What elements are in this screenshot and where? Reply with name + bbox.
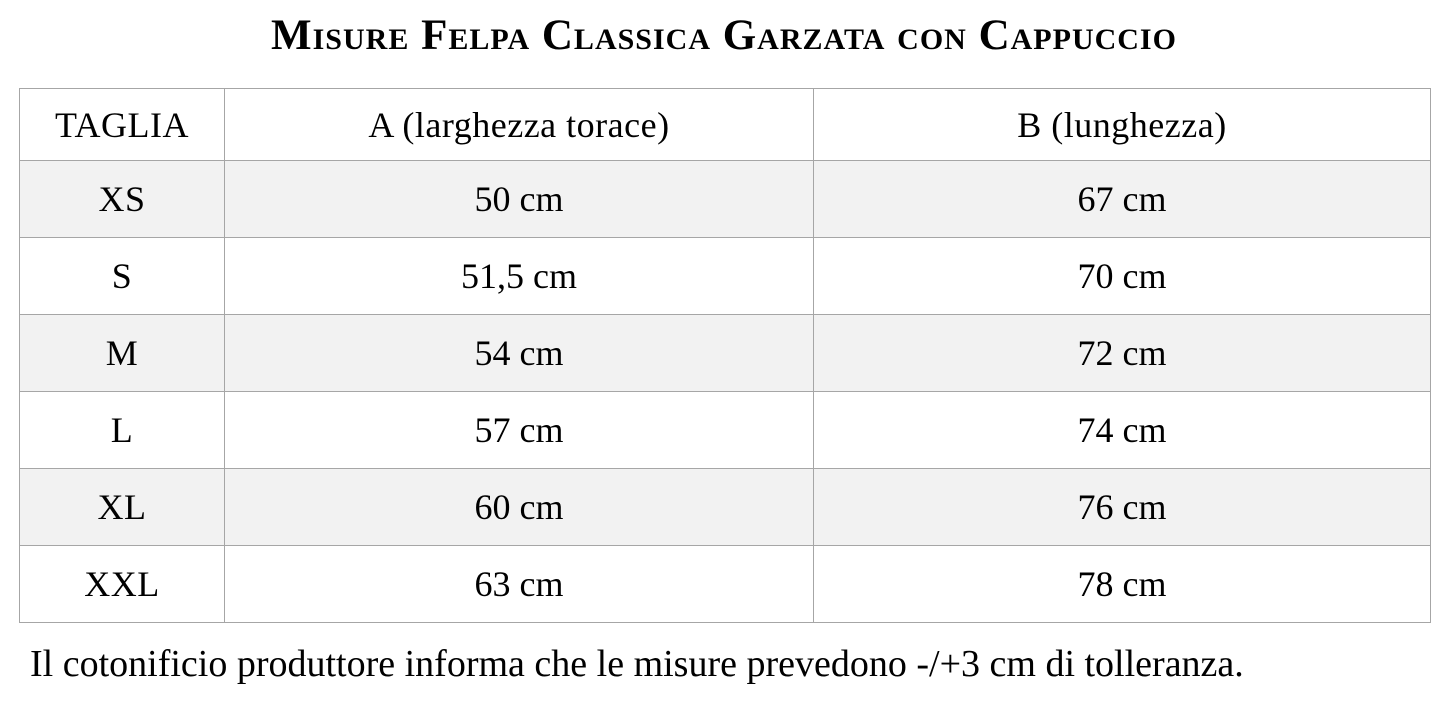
chest-width-value: 51,5 cm — [224, 237, 814, 315]
table-row-xl: XL 60 cm 76 cm — [19, 468, 1431, 546]
size-label: S — [19, 237, 225, 315]
tolerance-note: Il cotonificio produttore informa che le… — [30, 643, 1244, 685]
length-value: 67 cm — [813, 160, 1431, 238]
column-header-taglia: TAGLIA — [19, 88, 225, 161]
table-row-xxl: XXL 63 cm 78 cm — [19, 545, 1431, 623]
size-label: XS — [19, 160, 225, 238]
chest-width-value: 57 cm — [224, 391, 814, 469]
table-header-row: TAGLIA A (larghezza torace) B (lunghezza… — [19, 88, 1431, 161]
table-row-s: S 51,5 cm 70 cm — [19, 237, 1431, 315]
length-value: 78 cm — [813, 545, 1431, 623]
length-value: 76 cm — [813, 468, 1431, 546]
size-label: XL — [19, 468, 225, 546]
length-value: 72 cm — [813, 314, 1431, 392]
chest-width-value: 63 cm — [224, 545, 814, 623]
column-header-lunghezza: B (lunghezza) — [813, 88, 1431, 161]
column-header-larghezza-torace: A (larghezza torace) — [224, 88, 814, 161]
size-table: TAGLIA A (larghezza torace) B (lunghezza… — [19, 88, 1431, 623]
size-label: M — [19, 314, 225, 392]
length-value: 70 cm — [813, 237, 1431, 315]
chest-width-value: 60 cm — [224, 468, 814, 546]
table-row-l: L 57 cm 74 cm — [19, 391, 1431, 469]
page-title: Misure Felpa Classica Garzata con Cappuc… — [271, 12, 1177, 59]
chest-width-value: 54 cm — [224, 314, 814, 392]
size-label: XXL — [19, 545, 225, 623]
chest-width-value: 50 cm — [224, 160, 814, 238]
size-label: L — [19, 391, 225, 469]
table-row-xs: XS 50 cm 67 cm — [19, 160, 1431, 238]
table-row-m: M 54 cm 72 cm — [19, 314, 1431, 392]
length-value: 74 cm — [813, 391, 1431, 469]
